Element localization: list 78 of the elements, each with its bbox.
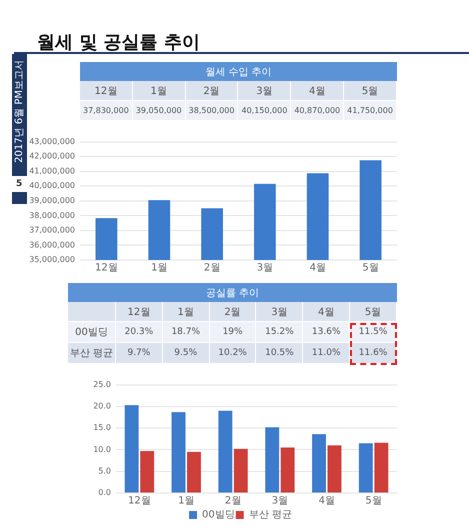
y-tick-label: 5.0 bbox=[98, 466, 111, 476]
bar bbox=[140, 451, 154, 492]
data-label: 9.7% bbox=[116, 343, 163, 364]
x-tick-label: 2월 bbox=[224, 496, 242, 507]
bar bbox=[218, 410, 232, 492]
category-label: 5월 bbox=[362, 86, 378, 96]
category-label: 2월 bbox=[203, 86, 220, 96]
y-tick-label: 37,000,000 bbox=[29, 226, 75, 235]
y-tick-label: 36,000,000 bbox=[29, 240, 75, 250]
x-tick-label: 2월 bbox=[204, 262, 220, 274]
y-tick-label: 15.0 bbox=[93, 423, 111, 432]
data-label: 11.5% bbox=[350, 322, 397, 343]
x-tick-label: 12월 bbox=[128, 496, 151, 507]
text: 00빌딩 bbox=[75, 327, 108, 338]
bar bbox=[312, 434, 326, 492]
text: 부산 평균 bbox=[70, 348, 114, 359]
legend-label: 00빌딩 bbox=[202, 510, 235, 521]
y-tick-label: 39,000,000 bbox=[29, 196, 75, 205]
data-label: 40,150,000 bbox=[238, 101, 292, 121]
category-label: 5월 bbox=[364, 306, 382, 318]
data-label: 37,830,000 bbox=[80, 101, 133, 121]
x-tick-label: 5월 bbox=[365, 496, 382, 507]
category-label: 12월 bbox=[94, 86, 118, 96]
y-tick-label: 25.0 bbox=[93, 380, 111, 389]
bar bbox=[234, 448, 248, 492]
category-label: 1월 bbox=[178, 306, 194, 318]
chart-title: 공실률 추이 bbox=[68, 283, 397, 302]
y-tick-label: 0.0 bbox=[98, 488, 111, 498]
bar bbox=[374, 442, 388, 492]
data-label: 18.7% bbox=[162, 322, 210, 343]
bar bbox=[280, 448, 295, 492]
data-label: 11.0% bbox=[303, 343, 350, 364]
legend-label: 부산 평균 bbox=[248, 510, 292, 521]
data-label: 10.2% bbox=[210, 343, 256, 364]
bar bbox=[124, 405, 139, 492]
y-tick-label: 35,000,000 bbox=[29, 255, 75, 264]
y-tick-label: 41,000,000 bbox=[29, 166, 75, 176]
x-tick-label: 1월 bbox=[178, 496, 194, 507]
x-tick-label: 1월 bbox=[151, 262, 168, 274]
data-label: 40,870,000 bbox=[291, 101, 344, 121]
y-tick-label: 43,000,000 bbox=[29, 136, 75, 146]
data-label: 20.3% bbox=[116, 322, 163, 343]
bar bbox=[328, 445, 342, 492]
text: 2017년 6월 PM보고서 bbox=[13, 60, 26, 163]
text: 5 bbox=[16, 179, 22, 189]
data-label: 41,750,000 bbox=[344, 101, 397, 121]
data-label: 19% bbox=[210, 322, 256, 343]
bar bbox=[187, 452, 201, 492]
data-label: 38,500,000 bbox=[186, 101, 238, 121]
y-tick-label: 38,000,000 bbox=[29, 210, 75, 220]
x-tick-label: 5월 bbox=[362, 262, 379, 274]
category-label: 4월 bbox=[309, 86, 326, 96]
y-tick-label: 42,000,000 bbox=[29, 152, 75, 161]
y-tick-label: 10.0 bbox=[93, 444, 111, 454]
data-label: 39,050,000 bbox=[132, 101, 186, 121]
data-label: 13.6% bbox=[303, 322, 350, 343]
category-label: 3월 bbox=[256, 86, 273, 96]
category-label: 12월 bbox=[128, 306, 150, 318]
data-label: 11.6% bbox=[350, 343, 397, 364]
category-label: 4월 bbox=[318, 306, 334, 318]
x-tick-label: 4월 bbox=[310, 262, 326, 274]
chart-subtitle: 월세 수입 추이 bbox=[80, 62, 397, 81]
category-label: 1월 bbox=[150, 86, 167, 96]
data-label: 15.2% bbox=[256, 322, 304, 343]
x-tick-label: 4월 bbox=[318, 496, 335, 507]
chart-title: 월세 및 공실률 추이 bbox=[37, 31, 200, 54]
x-tick-label: 3월 bbox=[256, 262, 274, 274]
bar bbox=[172, 412, 186, 492]
x-tick-label: 3월 bbox=[272, 496, 288, 507]
category-label: 2월 bbox=[224, 306, 241, 318]
bar bbox=[358, 443, 373, 492]
bar bbox=[265, 427, 280, 492]
y-tick-label: 40,000,000 bbox=[29, 181, 75, 190]
y-tick-label: 20.0 bbox=[93, 402, 111, 411]
data-label: 9.5% bbox=[162, 343, 210, 364]
data-label: 10.5% bbox=[256, 343, 304, 364]
x-tick-label: 12월 bbox=[95, 262, 118, 274]
category-label: 3월 bbox=[271, 306, 288, 318]
